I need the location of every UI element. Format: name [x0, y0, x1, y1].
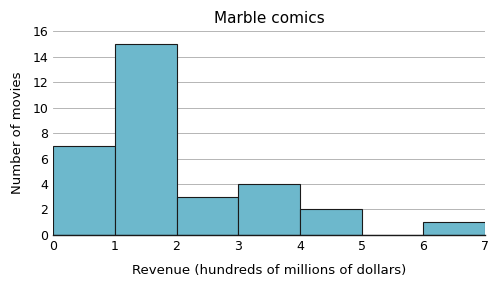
Y-axis label: Number of movies: Number of movies: [11, 72, 24, 194]
Bar: [115, 44, 176, 235]
Bar: [238, 184, 300, 235]
X-axis label: Revenue (hundreds of millions of dollars): Revenue (hundreds of millions of dollars…: [132, 264, 406, 277]
Bar: [176, 197, 238, 235]
Bar: [53, 146, 115, 235]
Bar: [423, 222, 485, 235]
Bar: [300, 209, 362, 235]
Title: Marble comics: Marble comics: [214, 11, 324, 26]
